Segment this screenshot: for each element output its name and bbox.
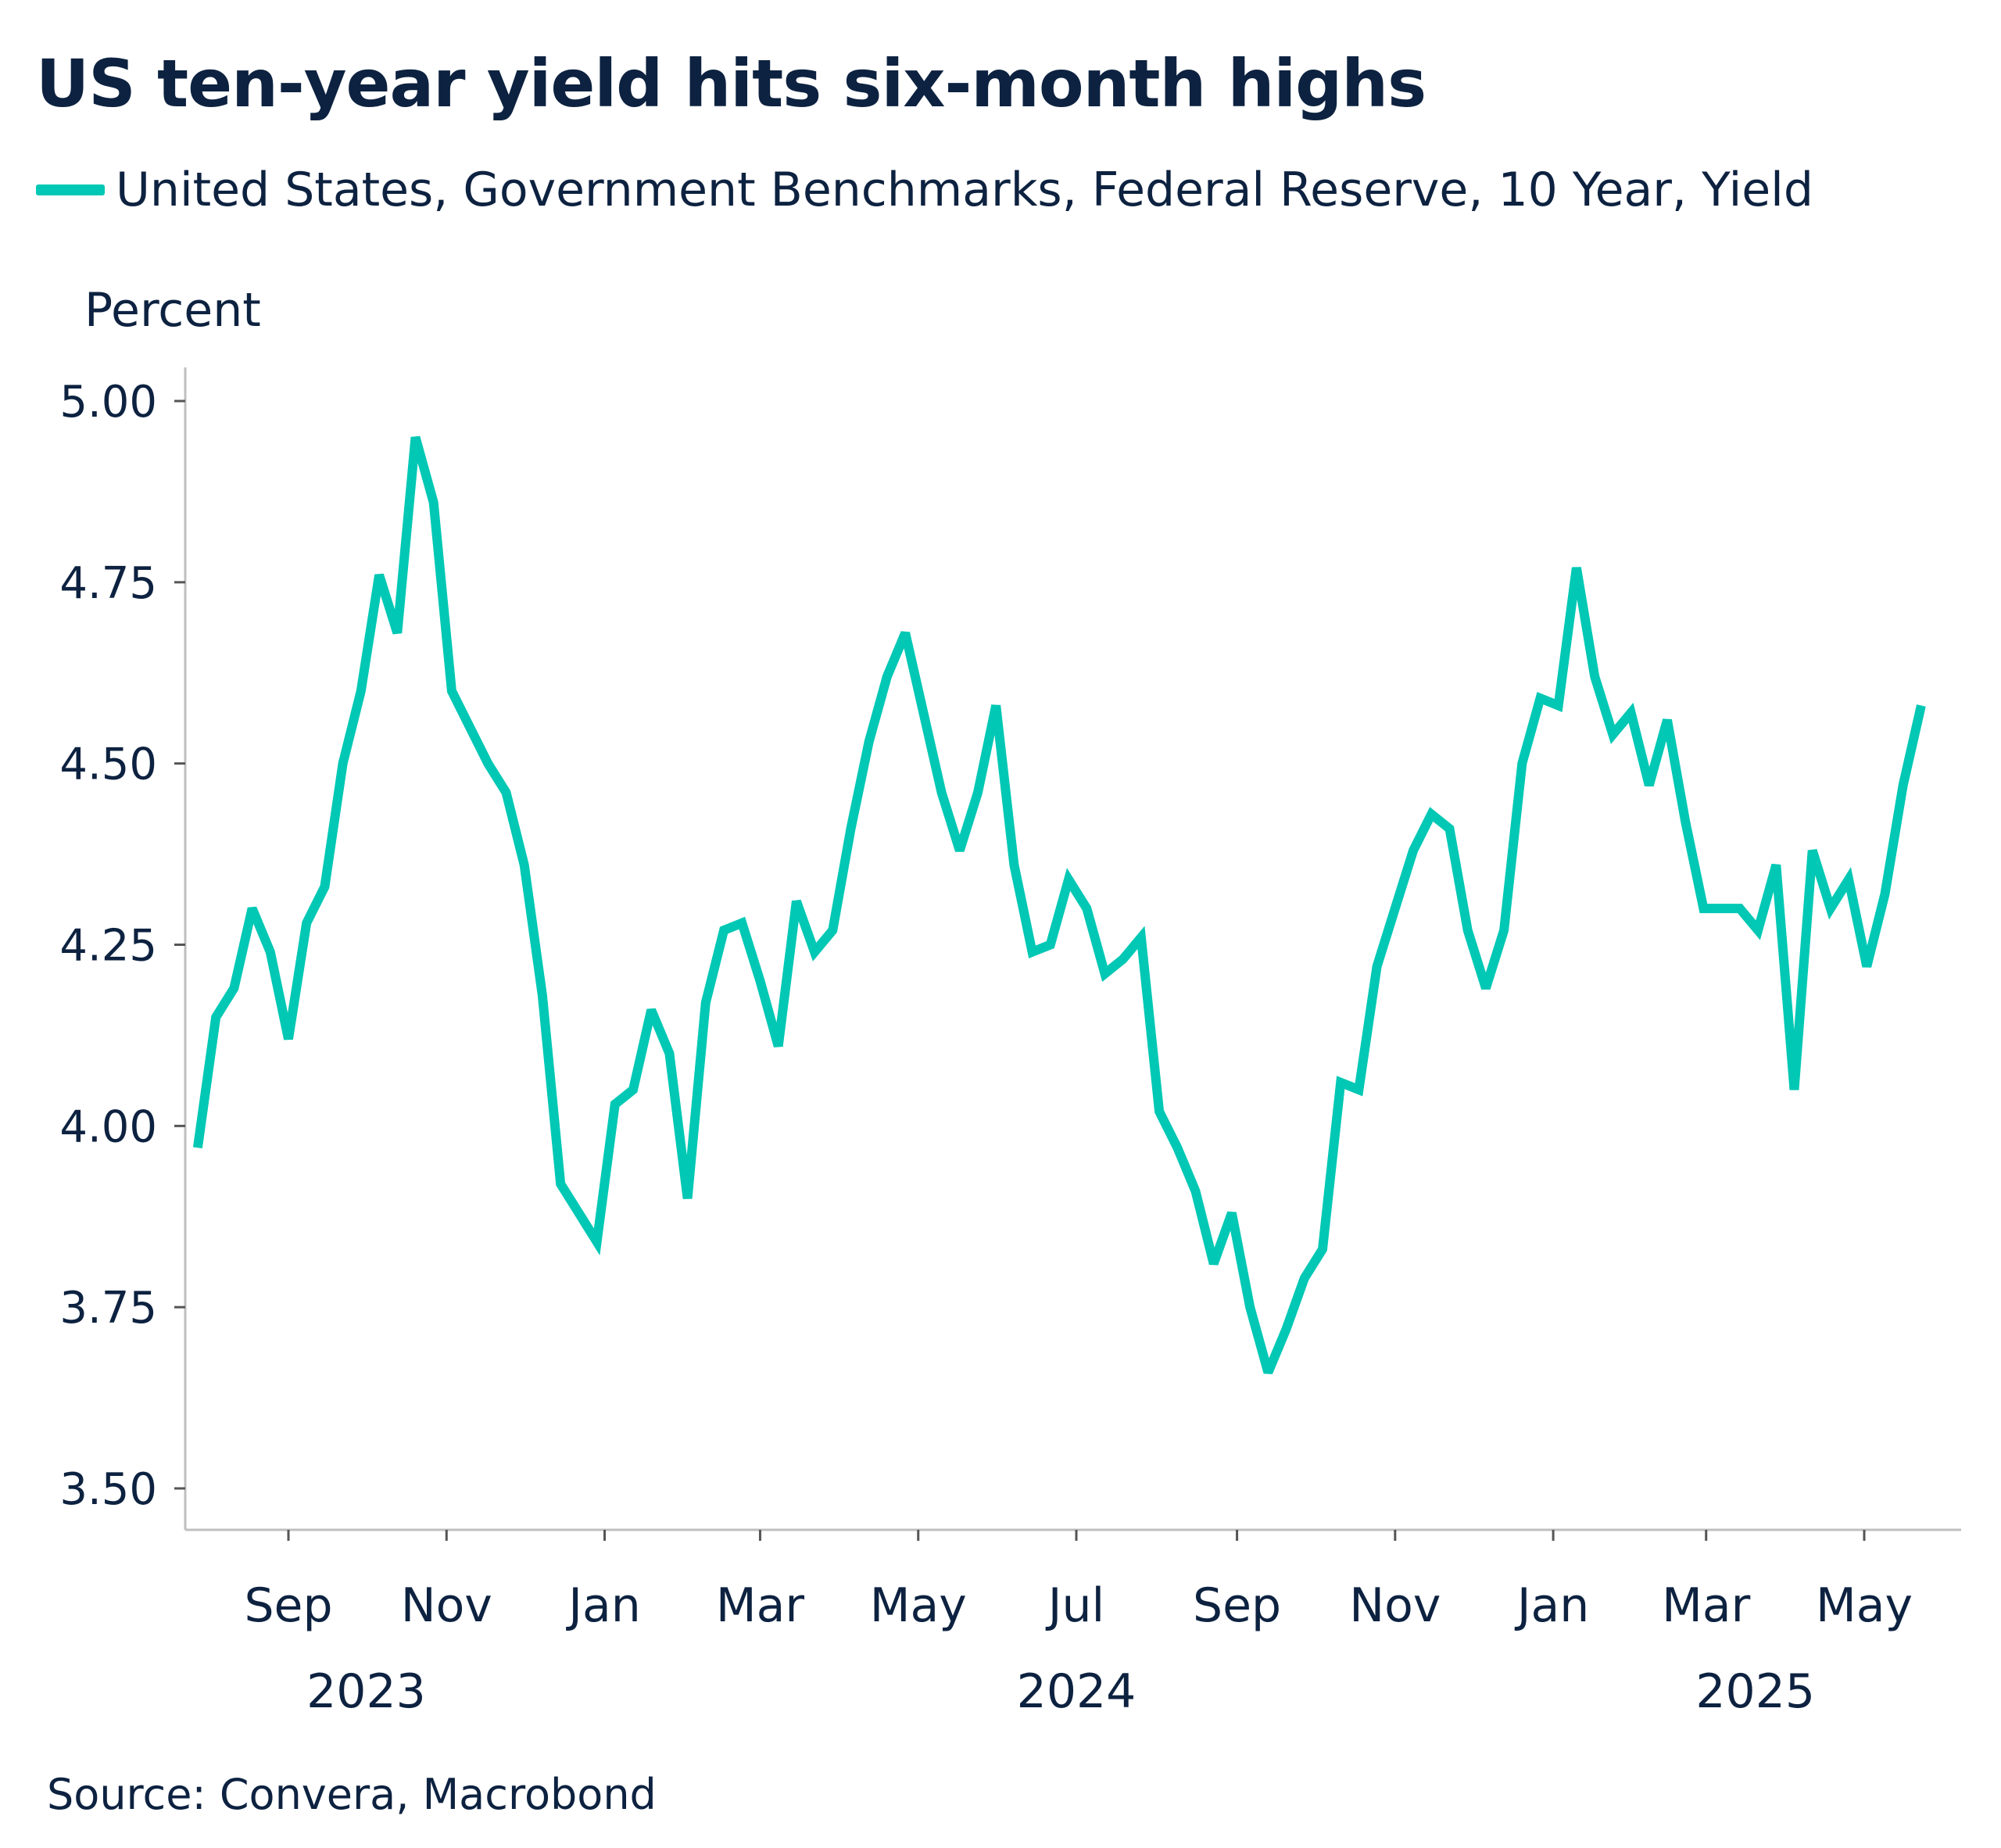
chart-title: US ten-year yield hits six-month highs bbox=[36, 45, 1426, 122]
x-tick-label: Mar bbox=[1662, 1578, 1751, 1633]
x-tick-label: Sep bbox=[244, 1578, 332, 1633]
y-tick-label: 4.00 bbox=[59, 1101, 157, 1152]
y-tick-label: 4.25 bbox=[59, 921, 157, 972]
x-tick-label: Jan bbox=[565, 1578, 641, 1633]
x-tick-label: Sep bbox=[1193, 1578, 1281, 1633]
legend-label: United States, Government Benchmarks, Fe… bbox=[116, 163, 1813, 217]
x-year-label: 2024 bbox=[1017, 1664, 1137, 1719]
y-tick-label: 3.50 bbox=[59, 1464, 157, 1515]
y-tick-label: 4.75 bbox=[59, 558, 157, 609]
x-tick-label: May bbox=[1816, 1578, 1913, 1633]
x-year-label: 2023 bbox=[306, 1664, 426, 1719]
x-year-label: 2025 bbox=[1695, 1664, 1815, 1719]
x-tick-label: Nov bbox=[401, 1578, 492, 1633]
series-line-yield bbox=[192, 435, 1926, 1374]
y-tick-label: 5.00 bbox=[59, 377, 157, 428]
legend: United States, Government Benchmarks, Fe… bbox=[36, 163, 1813, 217]
source-note: Source: Convera, Macrobond bbox=[47, 1770, 657, 1819]
y-tick-label: 4.50 bbox=[59, 740, 157, 790]
x-tick-label: May bbox=[870, 1578, 967, 1633]
x-tick-label: Jul bbox=[1045, 1578, 1104, 1633]
legend-swatch bbox=[36, 184, 105, 195]
x-tick-label: Jan bbox=[1514, 1578, 1590, 1633]
y-axis-label: Percent bbox=[84, 283, 261, 338]
x-tick-label: Nov bbox=[1349, 1578, 1441, 1633]
y-tick-label: 3.75 bbox=[59, 1283, 157, 1334]
x-tick-label: Mar bbox=[716, 1578, 805, 1633]
